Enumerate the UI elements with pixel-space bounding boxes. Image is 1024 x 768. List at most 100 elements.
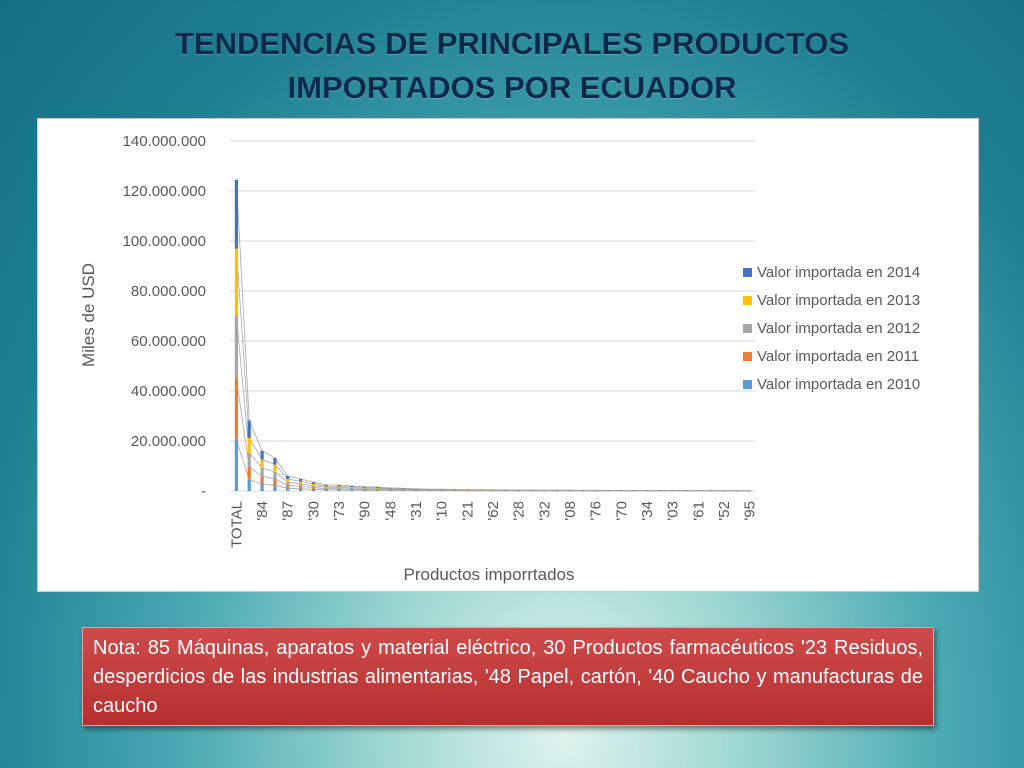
bar-segment [311,484,315,486]
y-tick-label: - [201,483,206,500]
x-tick-label: '84 [254,501,271,521]
y-axis-title: Miles de USD [79,263,98,367]
bar-segment [401,490,405,491]
bar-segment [260,476,264,484]
legend-swatch [743,324,752,333]
x-tick-label: '08 [562,501,579,521]
bar-segment [337,487,341,489]
bar-segment [401,488,405,490]
y-tick-label: 40.000.000 [131,383,206,400]
slide-title-line-2: IMPORTADOS POR ECUADOR [287,70,737,105]
legend-swatch [743,296,752,305]
bar-segment [234,316,238,379]
bar-segment [401,488,405,489]
bar-segment [350,490,354,491]
bar-segment [273,464,277,472]
bar-segment [350,489,354,491]
bar-segment [260,468,264,477]
chart-frame: - 20.000.000 40.000.000 60.000.000 80.000.00… [37,118,979,592]
legend-label: Valor importada en 2014 [757,264,920,281]
bar-segment [324,488,328,490]
slide-title: TENDENCIAS DE PRINCIPALES PRODUCTOS IMPO… [0,22,1024,110]
x-tick-label: '61 [690,501,707,521]
legend-swatch [743,380,752,389]
bar-segment [375,488,380,490]
bar-segment [234,378,238,440]
x-tick-label: '34 [639,501,656,521]
bar-segment [311,485,315,488]
bar-segment [363,486,367,488]
bar-segment [234,179,238,249]
bar-segment [286,488,290,491]
bar-segment [234,248,238,316]
legend-swatch [743,268,752,277]
x-tick-label: '70 [613,501,630,521]
bar-segment [260,459,264,468]
bar-segment [350,486,354,489]
x-tick-label: '48 [382,501,399,521]
bar-segment [363,490,367,491]
x-tick-label: '32 [536,501,553,521]
x-axis-title: Productos imporrtados [403,565,574,584]
bar-segment [260,484,264,491]
bar-segment [247,420,251,438]
bar-segment [234,439,238,491]
bar-segment [324,489,328,492]
bar-segment [337,488,341,490]
bar-segment [337,486,341,488]
bar-segment [311,487,315,490]
x-tick-label: '87 [280,501,297,521]
bar-segment [286,485,290,489]
bar-segment [286,476,290,479]
bar-segment [363,488,367,490]
bar-segment [273,478,277,486]
x-tick-label: '73 [331,501,348,521]
note-box: Nota: 85 Máquinas, aparatos y material e… [82,627,934,726]
bar-segment [388,488,392,490]
series-line [236,179,750,492]
y-tick-label: 140.000.000 [123,133,206,150]
series-line [236,378,750,492]
bar-segment [247,479,251,491]
legend-label: Valor importada en 2010 [757,376,920,393]
bar-segment [350,485,354,487]
legend-label: Valor importada en 2013 [757,292,920,309]
y-tick-label: 60.000.000 [131,333,206,350]
y-tick-label: 20.000.000 [131,433,206,450]
x-tick-label: '21 [459,501,476,521]
bar-segment [363,489,367,491]
x-tick-label: '03 [665,501,682,521]
bar-segment [247,438,251,453]
bar-segment [299,478,303,482]
x-tick-label: '31 [408,501,425,521]
y-tick-label: 80.000.000 [131,283,206,300]
x-tick-label: '30 [305,501,322,521]
bar-segment [299,486,303,489]
bar-segment [388,490,392,491]
x-tick-label: '76 [588,501,605,521]
x-tick-label: '10 [434,501,451,521]
bar-segment [337,489,341,492]
bar-segment [324,487,328,489]
legend-label: Valor importada en 2012 [757,320,920,337]
bar-segment [247,453,251,467]
bar-segment [375,490,380,491]
bar-segment [299,481,303,484]
bar-segment [401,489,405,490]
bar-segment [286,479,290,483]
x-tick-label: '90 [357,501,374,521]
bar-segment [324,486,328,488]
bar-segment [311,489,315,491]
bar-segment [324,484,328,487]
bar-segment [273,485,277,491]
bar-segment [388,487,392,489]
bar-segment [260,450,264,460]
bar-segment [401,489,405,491]
bar-segment [350,488,354,490]
y-tick-label: 100.000.000 [123,233,206,250]
x-tick-label: '28 [511,501,528,521]
bar-segment [375,487,380,489]
y-tick-label: 120.000.000 [123,183,206,200]
x-tick-label: '52 [716,501,733,521]
legend-label: Valor importada en 2011 [757,348,919,365]
